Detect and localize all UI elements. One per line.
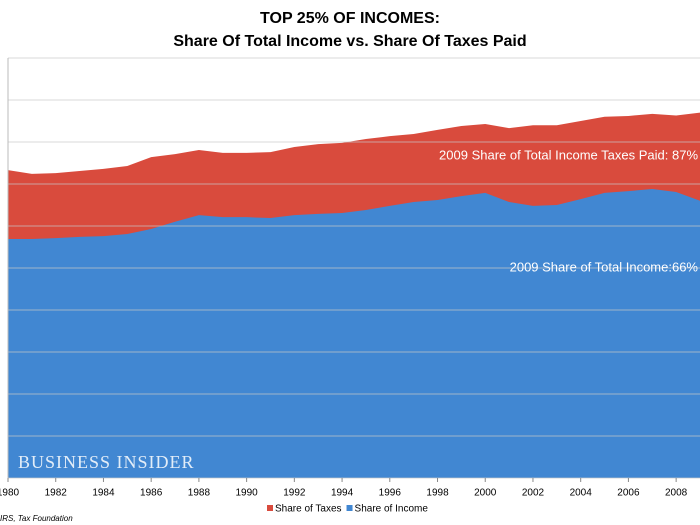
chart-subtitle: Share Of Total Income vs. Share Of Taxes… [173, 33, 526, 50]
x-tick-label: 2008 [665, 488, 688, 499]
x-tick-label: 2000 [474, 488, 497, 499]
x-tick-label: 1992 [283, 488, 306, 499]
legend-swatch [267, 505, 273, 511]
x-tick-label: 1982 [45, 488, 68, 499]
x-tick-label: 1984 [92, 488, 115, 499]
area [8, 189, 700, 479]
x-tick-label: 2004 [570, 488, 593, 499]
legend-swatch [346, 505, 353, 511]
x-tick-label: 1990 [235, 488, 258, 499]
x-tick-label: 1980 [0, 488, 20, 499]
x-tick-label: 1998 [426, 488, 449, 499]
x-tick-label: 1988 [188, 488, 211, 499]
x-tick-label: 2006 [617, 488, 640, 499]
chart-title: TOP 25% OF INCOMES: [260, 10, 440, 27]
x-tick-label: 1986 [140, 488, 163, 499]
source: IRS, Tax Foundation [0, 514, 73, 523]
watermark: BUSINESS INSIDER [18, 452, 195, 472]
legend-label: Share of Taxes [275, 504, 342, 515]
annotation: 2009 Share of Total Income:66% [510, 259, 699, 274]
annotation: 2009 Share of Total Income Taxes Paid: 8… [439, 147, 698, 162]
x-tick-label: 1994 [331, 488, 354, 499]
x-tick-label: 1996 [379, 488, 402, 499]
legend-label: Share of Income [355, 504, 429, 515]
x-tick-label: 2002 [522, 488, 545, 499]
